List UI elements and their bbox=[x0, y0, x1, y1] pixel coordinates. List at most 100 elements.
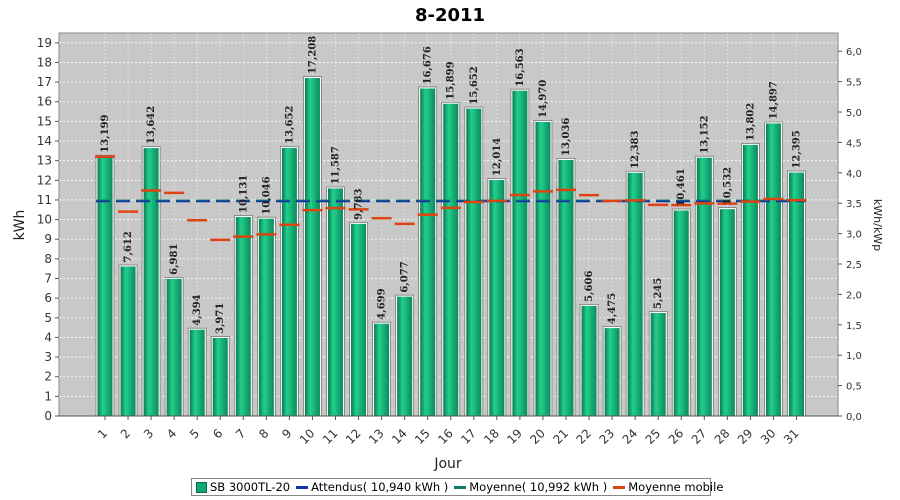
x-tick-label: 10 bbox=[297, 426, 318, 447]
y-tick-label: 3 bbox=[44, 350, 52, 364]
bar-value-label: 12,014 bbox=[492, 138, 503, 176]
y-axis-label: kWh bbox=[12, 210, 28, 241]
x-axis: 1 2 3 4 5 6 7 8 9 10 11 12 13 14 15 16 17 18 19 20 21 22 23 24 2… bbox=[59, 415, 838, 447]
legend-label-average: Moyenne( 10,992 kWh ) bbox=[469, 480, 608, 494]
y2-tick-label: 5,5 bbox=[846, 78, 862, 89]
bar-value-label: 4,475 bbox=[607, 293, 618, 324]
y2-axis: 0,0 0,5 1,0 1,5 2,0 2,5 3,0 3,5 4,0 4,5 5,0 5,5 6,0 bbox=[838, 47, 862, 423]
bar bbox=[696, 157, 712, 417]
bar bbox=[143, 148, 159, 416]
legend-label-moving-average: Moyenne mobile bbox=[628, 480, 724, 494]
x-tick-label: 31 bbox=[781, 426, 802, 447]
bar bbox=[189, 329, 205, 416]
x-tick-label: 30 bbox=[758, 426, 779, 447]
bar bbox=[281, 147, 297, 416]
x-tick-label: 7 bbox=[233, 426, 248, 441]
y-tick-label: 19 bbox=[37, 36, 52, 50]
bars bbox=[95, 76, 806, 417]
bar bbox=[235, 217, 251, 416]
bar bbox=[604, 328, 620, 416]
x-tick-label: 20 bbox=[527, 426, 548, 447]
y2-tick-label: 1,5 bbox=[846, 321, 862, 332]
legend-swatch-moving-average bbox=[613, 485, 626, 489]
x-tick-label: 27 bbox=[689, 426, 710, 447]
bar-value-label: 4,394 bbox=[192, 294, 203, 325]
y-tick-label: 8 bbox=[44, 252, 52, 266]
y2-tick-label: 3,0 bbox=[846, 230, 862, 241]
x-tick-label: 18 bbox=[481, 426, 502, 447]
x-tick-label: 29 bbox=[735, 426, 756, 447]
bar bbox=[166, 278, 182, 416]
bar-value-label: 10,046 bbox=[261, 176, 272, 214]
legend-item-expected: Attendus( 10,940 kWh ) bbox=[296, 480, 448, 494]
bar bbox=[765, 123, 781, 416]
bar bbox=[97, 156, 113, 416]
bar-value-label: 13,152 bbox=[699, 115, 710, 153]
y2-tick-label: 4,5 bbox=[846, 138, 862, 149]
bar-value-label: 10,532 bbox=[722, 167, 733, 205]
bar bbox=[443, 103, 459, 417]
x-tick-label: 14 bbox=[389, 426, 410, 447]
legend-swatch-production bbox=[196, 481, 207, 493]
bar-value-label: 13,036 bbox=[561, 118, 572, 156]
y-tick-label: 17 bbox=[37, 75, 52, 89]
bar bbox=[789, 172, 804, 416]
bar bbox=[742, 144, 758, 417]
bar bbox=[466, 108, 482, 416]
x-tick-label: 15 bbox=[412, 426, 433, 447]
bar bbox=[489, 180, 505, 416]
y-tick-label: 5 bbox=[44, 311, 52, 325]
y-tick-label: 7 bbox=[44, 272, 52, 286]
bar-value-label: 12,395 bbox=[792, 130, 803, 168]
y-tick-label: 10 bbox=[37, 213, 52, 227]
y-tick-label: 4 bbox=[44, 330, 52, 344]
bar-value-label: 15,899 bbox=[446, 61, 457, 99]
bar-value-label: 6,981 bbox=[169, 244, 180, 275]
x-tick-label: 23 bbox=[597, 426, 618, 447]
y2-tick-label: 4,0 bbox=[846, 169, 862, 180]
x-tick-label: 24 bbox=[620, 426, 641, 447]
x-tick-label: 1 bbox=[95, 426, 110, 441]
y2-tick-label: 1,0 bbox=[846, 351, 862, 362]
bar-value-label: 16,676 bbox=[423, 46, 434, 84]
y2-tick-label: 2,0 bbox=[846, 290, 862, 301]
bar bbox=[304, 78, 320, 417]
y2-tick-label: 5,0 bbox=[846, 108, 862, 119]
legend-swatch-average bbox=[454, 485, 467, 489]
bar-value-label: 9,783 bbox=[354, 188, 365, 219]
bar-value-label: 12,383 bbox=[630, 130, 641, 168]
bar bbox=[650, 312, 666, 416]
x-tick-label: 11 bbox=[320, 426, 341, 447]
y-tick-label: 12 bbox=[37, 173, 52, 187]
bar-value-label: 13,199 bbox=[100, 114, 111, 152]
data-labels: 13,199 7,612 13,642 6,981 4,394 3,971 10,131 10… bbox=[100, 36, 803, 334]
x-tick-label: 4 bbox=[164, 426, 179, 441]
bar-value-label: 5,606 bbox=[584, 271, 595, 302]
bar bbox=[328, 188, 343, 416]
legend-label-expected: Attendus( 10,940 kWh ) bbox=[311, 480, 449, 494]
x-tick-label: 12 bbox=[343, 426, 364, 447]
bar-value-label: 6,077 bbox=[400, 261, 411, 292]
x-tick-label: 3 bbox=[141, 426, 156, 441]
x-tick-label: 21 bbox=[550, 426, 571, 447]
bar bbox=[351, 223, 367, 416]
y2-axis-label: kWh/kWp bbox=[871, 199, 884, 251]
legend: SB 3000TL-20 Attendus( 10,940 kWh ) Moye… bbox=[191, 478, 723, 496]
y-tick-label: 13 bbox=[37, 154, 52, 168]
y-tick-label: 18 bbox=[37, 55, 52, 69]
y-tick-label: 11 bbox=[37, 193, 52, 207]
bar bbox=[535, 121, 551, 416]
bar-value-label: 10,461 bbox=[676, 168, 687, 206]
x-tick-label: 28 bbox=[712, 426, 733, 447]
bar bbox=[512, 90, 528, 416]
bar-value-label: 13,642 bbox=[146, 106, 157, 144]
y-tick-label: 16 bbox=[37, 95, 52, 109]
bar bbox=[581, 305, 597, 416]
x-tick-label: 8 bbox=[256, 426, 271, 441]
bar-value-label: 13,802 bbox=[745, 103, 756, 141]
bar bbox=[558, 159, 574, 416]
lines bbox=[95, 155, 807, 242]
x-tick-label: 17 bbox=[458, 426, 479, 447]
bar bbox=[719, 209, 735, 416]
